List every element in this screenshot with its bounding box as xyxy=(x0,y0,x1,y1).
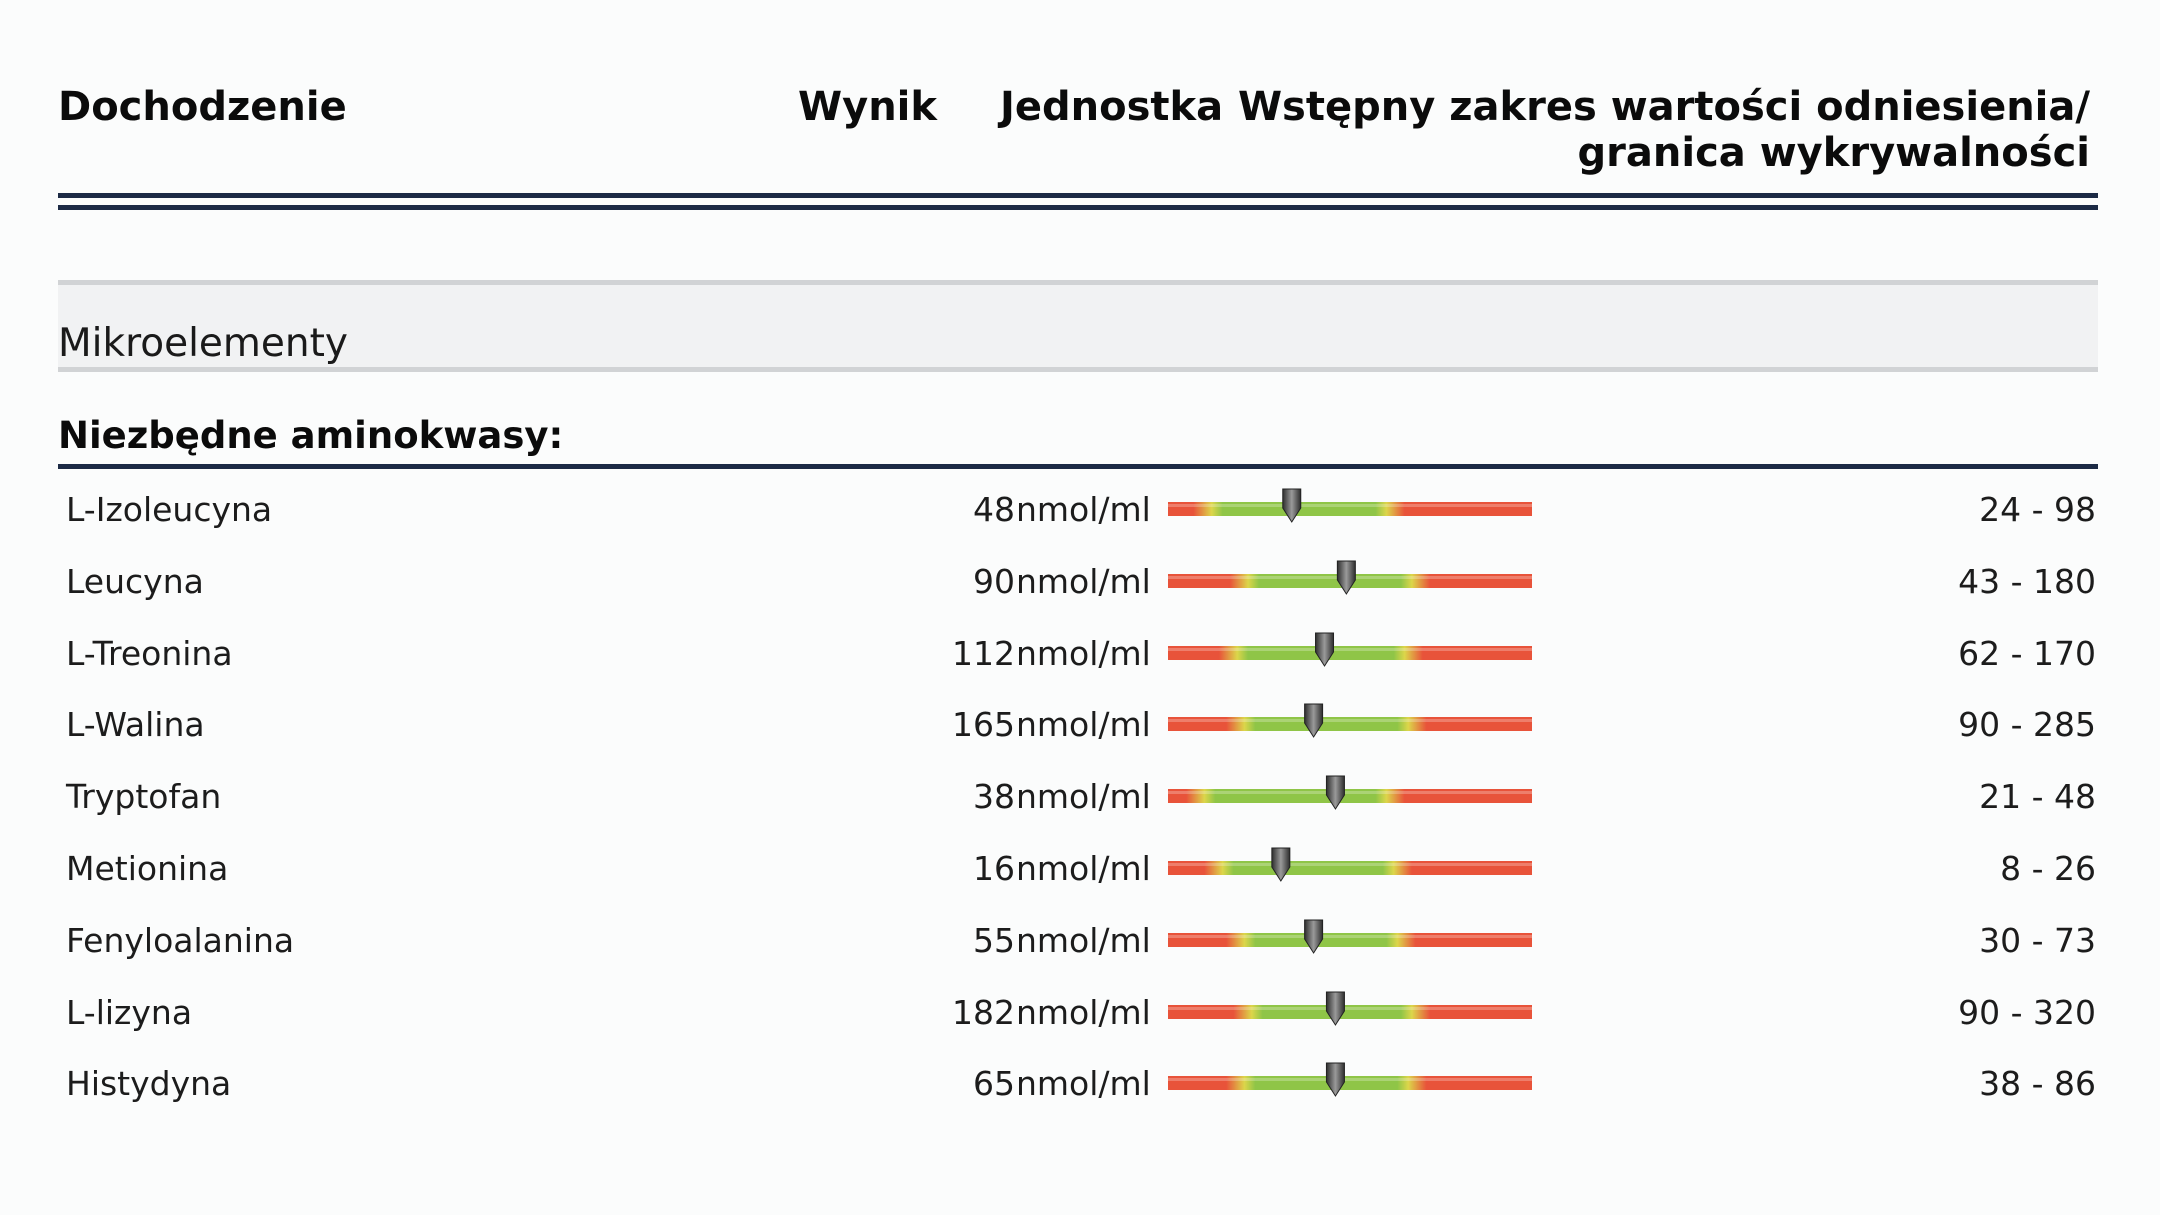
range-gauge xyxy=(1168,703,1532,739)
gauge-track xyxy=(1168,502,1532,516)
result-unit: nmol/ml xyxy=(1016,992,1151,1032)
gauge-marker xyxy=(1325,775,1345,811)
table-row: Leucyna 90 nmol/ml 43 - 180 xyxy=(58,548,2098,620)
range-gauge xyxy=(1168,560,1532,595)
gauge-track xyxy=(1168,789,1532,804)
table-row: Fenyloalanina 55 nmol/ml 30 - 73 xyxy=(58,907,2098,979)
result-unit: nmol/ml xyxy=(1016,633,1151,673)
gauge-marker xyxy=(1304,703,1324,739)
table-row: L-lizyna 182 nmol/ml 90 - 320 xyxy=(58,979,2098,1051)
reference-range: 90 - 285 xyxy=(1958,705,2096,745)
range-gauge xyxy=(1168,1062,1532,1098)
gauge-marker xyxy=(1325,1062,1345,1098)
analyte-name: L-Treonina xyxy=(66,633,233,673)
range-gauge xyxy=(1168,991,1532,1026)
result-value: 65 xyxy=(973,1064,1015,1104)
analyte-name: L-lizyna xyxy=(66,992,193,1032)
result-value: 90 xyxy=(973,561,1015,601)
table-row: Metionina 16 nmol/ml 8 - 26 xyxy=(58,835,2098,907)
table-row: L-Walina 165 nmol/ml 90 - 285 xyxy=(58,691,2098,763)
gauge-highlight xyxy=(1168,862,1532,866)
gauge-highlight xyxy=(1168,504,1532,507)
header-rule xyxy=(58,205,2098,210)
gauge-marker xyxy=(1282,488,1302,523)
result-value: 55 xyxy=(973,920,1015,960)
analyte-name: L-Izoleucyna xyxy=(66,490,273,529)
reference-range: 24 - 98 xyxy=(1979,490,2096,529)
header-reference: Wstępny zakres wartości odniesienia/ gra… xyxy=(1237,84,2090,176)
analyte-name: Fenyloalanina xyxy=(66,920,295,960)
result-unit: nmol/ml xyxy=(1016,490,1151,529)
header-result: Wynik xyxy=(798,84,937,130)
analyte-name: L-Walina xyxy=(66,705,205,745)
range-gauge xyxy=(1168,775,1532,811)
results-table: L-Izoleucyna 48 nmol/ml 24 - 98 Leucyna 90 nmo… xyxy=(58,476,2098,1122)
result-unit: nmol/ml xyxy=(1016,561,1151,601)
gauge-track xyxy=(1168,932,1532,947)
gauge-marker xyxy=(1271,847,1291,882)
result-value: 48 xyxy=(973,490,1015,529)
gauge-highlight xyxy=(1168,791,1532,795)
gauge-track xyxy=(1168,645,1532,660)
analyte-name: Metionina xyxy=(66,848,229,888)
table-header: Dochodzenie Wynik Jednostka Wstępny zakr… xyxy=(58,78,2098,188)
group-title: Niezbędne aminokwasy: xyxy=(58,414,564,457)
report-page: Dochodzenie Wynik Jednostka Wstępny zakr… xyxy=(58,0,2098,1215)
range-gauge xyxy=(1168,847,1532,882)
section-label: Mikroelementy xyxy=(58,321,349,366)
gauge-track xyxy=(1168,1076,1532,1091)
result-unit: nmol/ml xyxy=(1016,848,1151,888)
result-unit: nmol/ml xyxy=(1016,705,1151,745)
gauge-highlight xyxy=(1168,719,1532,723)
reference-range: 21 - 48 xyxy=(1979,777,2096,817)
reference-range: 30 - 73 xyxy=(1979,920,2096,960)
range-gauge xyxy=(1168,919,1532,954)
result-unit: nmol/ml xyxy=(1016,1064,1151,1104)
result-value: 16 xyxy=(973,848,1015,888)
result-value: 38 xyxy=(973,777,1015,817)
header-investigation: Dochodzenie xyxy=(58,84,347,130)
gauge-marker xyxy=(1325,991,1345,1026)
gauge-highlight xyxy=(1168,647,1532,651)
gauge-track xyxy=(1168,860,1532,875)
result-unit: nmol/ml xyxy=(1016,777,1151,817)
range-gauge xyxy=(1168,488,1532,523)
table-row: L-Izoleucyna 48 nmol/ml 24 - 98 xyxy=(58,476,2098,548)
table-row: Histydyna 65 nmol/ml 38 - 86 xyxy=(58,1050,2098,1122)
gauge-marker xyxy=(1315,632,1335,667)
table-row: L-Treonina 112 nmol/ml 62 - 170 xyxy=(58,620,2098,692)
result-value: 165 xyxy=(952,705,1015,745)
reference-range: 38 - 86 xyxy=(1979,1064,2096,1104)
gauge-highlight xyxy=(1168,1006,1532,1010)
reference-range: 62 - 170 xyxy=(1958,633,2096,673)
gauge-track xyxy=(1168,717,1532,732)
gauge-highlight xyxy=(1168,1078,1532,1082)
header-rule xyxy=(58,193,2098,198)
gauge-highlight xyxy=(1168,934,1532,938)
table-row: Tryptofan 38 nmol/ml 21 - 48 xyxy=(58,763,2098,835)
reference-range: 43 - 180 xyxy=(1958,561,2096,601)
reference-range: 90 - 320 xyxy=(1958,992,2096,1032)
result-value: 112 xyxy=(952,633,1015,673)
analyte-name: Histydyna xyxy=(66,1064,232,1104)
header-unit: Jednostka xyxy=(1000,84,1224,130)
gauge-marker xyxy=(1336,560,1356,595)
gauge-track xyxy=(1168,1004,1532,1019)
result-unit: nmol/ml xyxy=(1016,920,1151,960)
analyte-name: Tryptofan xyxy=(66,777,222,817)
reference-range: 8 - 26 xyxy=(2000,848,2096,888)
gauge-marker xyxy=(1304,919,1324,954)
group-rule xyxy=(58,464,2098,469)
section-band: Mikroelementy xyxy=(58,280,2098,372)
result-value: 182 xyxy=(952,992,1015,1032)
range-gauge xyxy=(1168,632,1532,667)
analyte-name: Leucyna xyxy=(66,561,204,601)
